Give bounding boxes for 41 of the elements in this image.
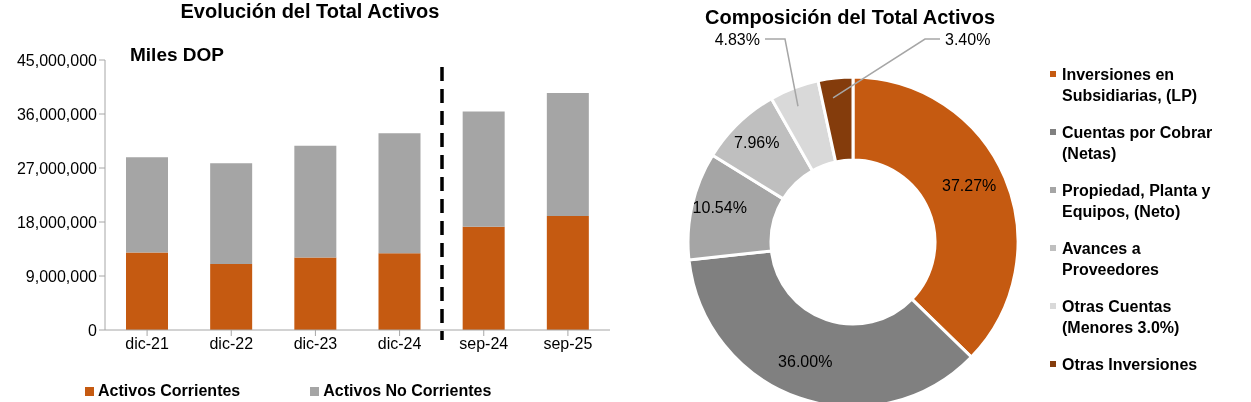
legend-label: Inversiones en Subsidiarias, (LP) xyxy=(1062,65,1199,106)
bar xyxy=(210,264,253,330)
bar xyxy=(378,253,421,330)
y-tick-label: 9,000,000 xyxy=(25,267,98,285)
bar xyxy=(462,226,505,330)
x-tick-label: sep-24 xyxy=(459,335,509,353)
legend-label: Avances a Proveedores xyxy=(1062,239,1160,280)
legend-label: Otras Cuentas (Menores 3.0%) xyxy=(1062,297,1181,338)
data-label: 7.96% xyxy=(734,133,780,151)
data-label: 10.54% xyxy=(692,199,747,217)
chart-title: Evolución del Total Activos xyxy=(179,0,441,23)
legend-label: Otras Inversiones xyxy=(1062,355,1198,375)
data-label: 36.00% xyxy=(778,352,833,370)
legend-label: Cuentas por Cobrar (Netas) xyxy=(1062,123,1214,164)
chart-title: Composición del Total Activos xyxy=(704,6,996,29)
legend-label: Activos Corrientes xyxy=(98,382,241,400)
x-tick-label: dic-23 xyxy=(293,335,338,353)
legend-label: Propiedad, Planta y Equipos, (Neto) xyxy=(1062,181,1212,222)
bar xyxy=(126,157,168,253)
annotation: Miles DOP xyxy=(130,44,224,66)
bar xyxy=(294,257,337,330)
data-label: 37.27% xyxy=(941,177,997,195)
x-tick-label: dic-24 xyxy=(377,335,422,353)
bar xyxy=(546,216,589,330)
y-tick-label: 45,000,000 xyxy=(16,51,98,69)
data-label: 3.40% xyxy=(945,30,991,48)
bar xyxy=(462,111,505,227)
x-tick-label: sep-25 xyxy=(543,335,593,353)
bar xyxy=(294,145,337,258)
legend-label: Activos No Corrientes xyxy=(323,382,492,400)
x-tick-label: dic-21 xyxy=(125,335,169,353)
y-tick-label: 18,000,000 xyxy=(16,213,98,231)
y-tick-label: 36,000,000 xyxy=(16,105,98,123)
y-tick-label: 0 xyxy=(88,321,98,339)
bar xyxy=(378,133,421,254)
bar xyxy=(546,93,589,216)
data-label: 4.83% xyxy=(714,30,760,48)
bar xyxy=(210,163,253,264)
bar xyxy=(126,252,168,330)
y-tick-label: 27,000,000 xyxy=(16,159,98,177)
x-tick-label: dic-22 xyxy=(209,335,254,353)
